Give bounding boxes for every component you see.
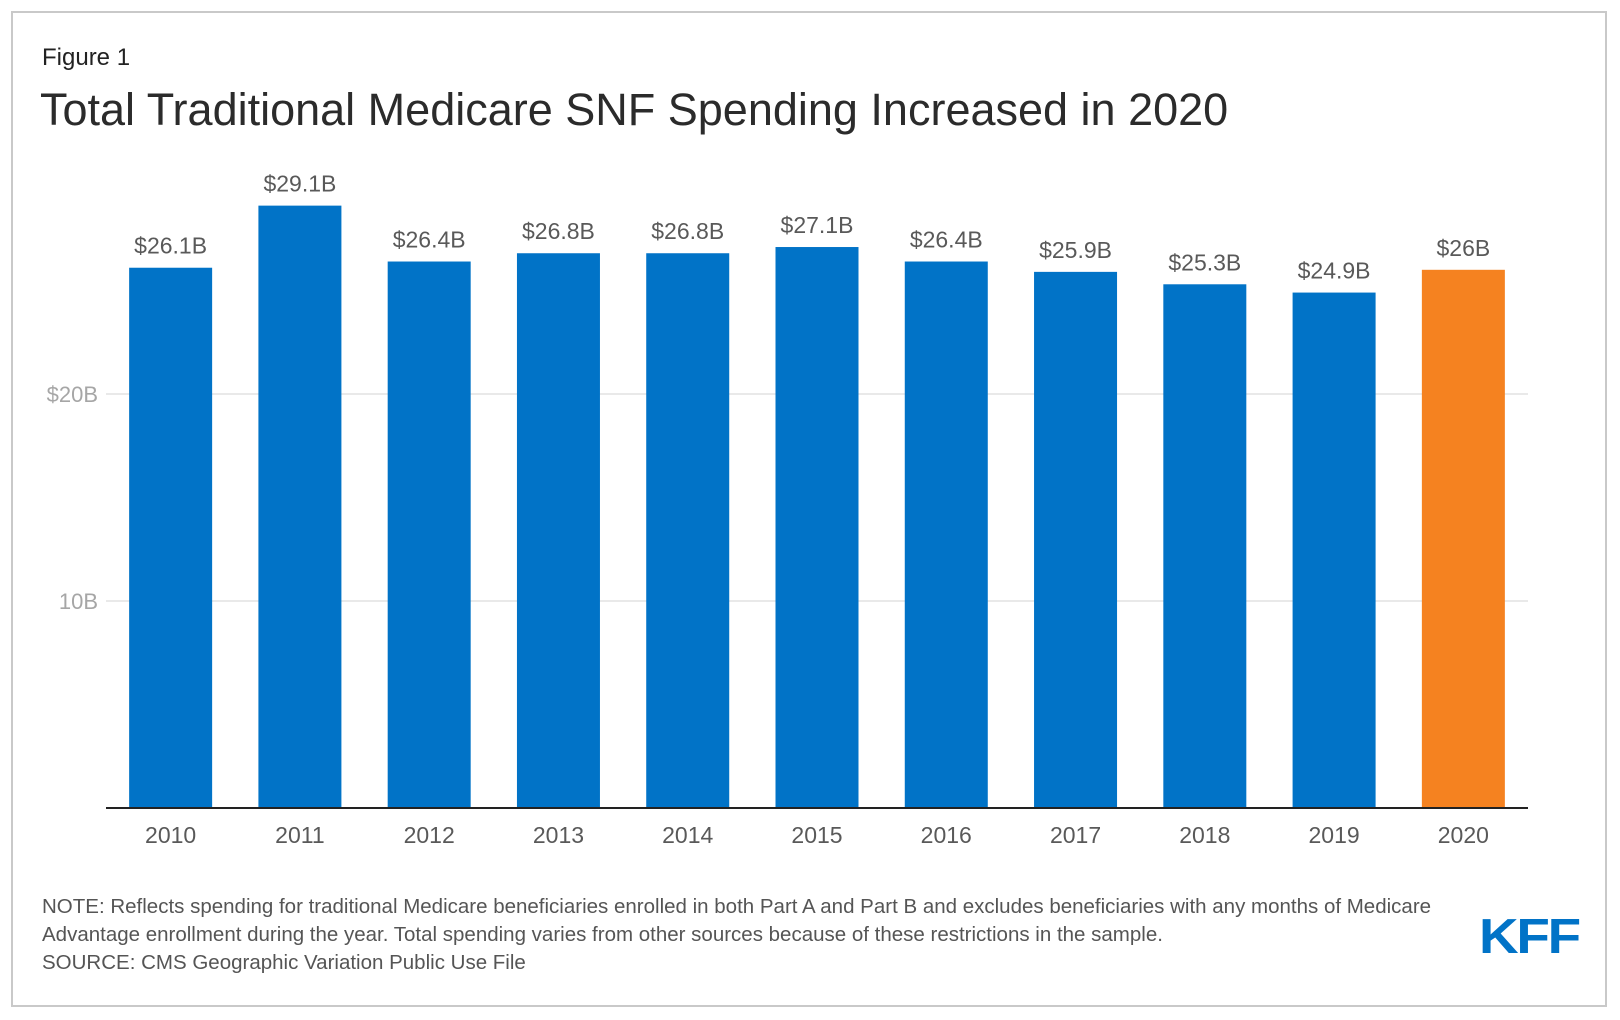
data-label-2019: $24.9B [1298, 258, 1371, 284]
data-label-2016: $26.4B [910, 227, 983, 253]
x-tick-label-2010: 2010 [145, 822, 196, 848]
bar-2012 [387, 261, 471, 808]
bar-2010 [129, 267, 213, 809]
data-label-2012: $26.4B [393, 227, 466, 253]
kff-logo-text: KFF [1479, 910, 1579, 960]
bar-2018 [1163, 284, 1247, 808]
chart-title: Total Traditional Medicare SNF Spending … [40, 84, 1229, 135]
x-tick-label-2013: 2013 [533, 822, 584, 848]
y-tick-label: 10B [59, 589, 98, 614]
data-label-2020: $26B [1437, 235, 1491, 261]
kff-logo: KFF [1478, 910, 1582, 965]
x-tick-label-2012: 2012 [404, 822, 455, 848]
source-text: SOURCE: CMS Geographic Variation Public … [42, 951, 526, 974]
bar-chart: 10B $20B $26.1B 2010 $29.1B 2011 $26.4B 2012 $26… [47, 171, 1528, 848]
bar-2019 [1292, 292, 1376, 808]
data-label-2015: $27.1B [781, 212, 854, 238]
x-tick-label-2015: 2015 [791, 822, 842, 848]
bar-2017 [1034, 271, 1118, 808]
x-tick-label-2019: 2019 [1309, 822, 1360, 848]
data-label-2018: $25.3B [1168, 249, 1241, 275]
data-label-2017: $25.9B [1039, 237, 1112, 263]
x-tick-label-2020: 2020 [1438, 822, 1489, 848]
x-tick-label-2014: 2014 [662, 822, 713, 848]
x-tick-label-2017: 2017 [1050, 822, 1101, 848]
y-tick-label: $20B [47, 382, 98, 407]
bar-2014 [646, 253, 730, 809]
kff-logo-mark: KFF [1479, 910, 1582, 965]
x-tick-label-2011: 2011 [275, 822, 324, 848]
x-tick-label-2016: 2016 [921, 822, 972, 848]
bar-2020 [1421, 269, 1505, 808]
chart-note: NOTE: Reflects spending for traditional … [42, 893, 1462, 977]
x-tick-label-2018: 2018 [1179, 822, 1230, 848]
bar-2015 [775, 247, 859, 808]
bar-2011 [258, 205, 342, 808]
bar-2016 [904, 261, 988, 808]
data-label-2014: $26.8B [651, 218, 724, 244]
data-label-2010: $26.1B [134, 233, 207, 259]
figure-label: Figure 1 [42, 44, 131, 71]
bar-2013 [516, 253, 600, 809]
note-text: NOTE: Reflects spending for traditional … [42, 895, 1432, 946]
data-label-2011: $29.1B [263, 171, 336, 197]
data-label-2013: $26.8B [522, 218, 595, 244]
